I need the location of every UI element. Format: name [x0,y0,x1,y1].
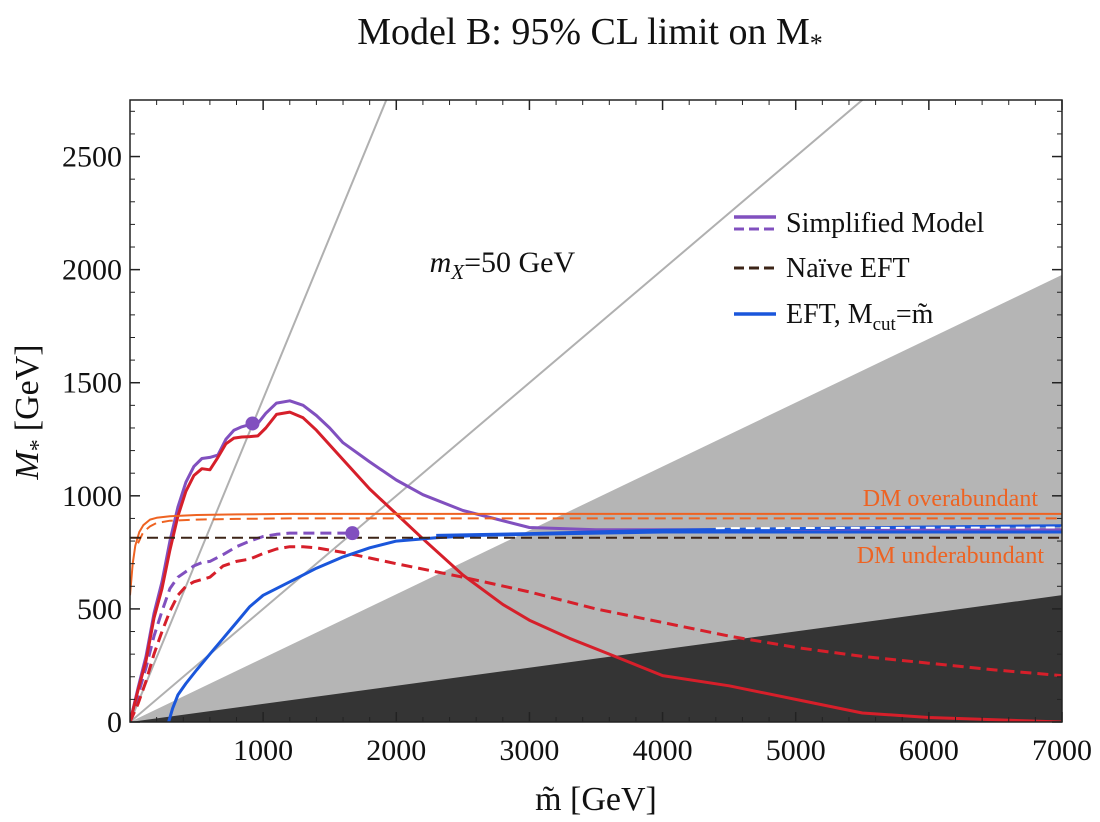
x-tick-label: 6000 [899,734,959,767]
x-tick-label: 4000 [633,734,693,767]
y-axis-ticks: 0 500 1000 1500 2000 2500 [62,110,1062,739]
y-tick-label: 0 [107,706,122,739]
y-axis-label-sub: * [26,439,52,451]
y-tick-label: 2000 [62,254,122,287]
chart-title-main: Model B: 95% CL limit on M [357,11,810,53]
legend-label-eft-prefix: EFT, M [786,299,873,330]
shaded-regions [130,274,1062,722]
legend-label-eft: EFT, Mcut=m̃ [786,299,934,335]
relic-orange-dashed [137,517,1062,544]
y-axis-label: M* [GeV] [9,344,52,480]
region-label-underabundant: DM underabundant [857,543,1045,569]
legend-label-eft-suffix: =m̃ [896,299,934,330]
x-tick-label: 7000 [1032,734,1092,767]
y-tick-label: 1500 [62,367,122,400]
y-axis-label-unit: [GeV] [9,344,46,431]
x-axis-ticks: 1000 2000 3000 4000 5000 6000 7000 [156,100,1092,767]
legend-label-naive: Naïve EFT [786,253,910,284]
simplified-model-dashed-purple [130,531,357,722]
series-lines [130,399,1062,722]
simplified-model-dashed-red [130,545,1062,722]
x-tick-label: 1000 [233,734,293,767]
y-tick-label: 1000 [62,480,122,513]
x-tick-label: 2000 [366,734,426,767]
light-gray-region [130,274,1062,722]
purple-solid-marker [245,416,260,431]
legend-label-simplified: Simplified Model [786,208,985,239]
eft-mcut-blue-upper [436,524,1062,537]
steep-guide-line [130,100,388,722]
mass-annotation: mX=50 GeV [430,246,576,284]
chart-title-sub: * [810,29,823,58]
y-axis-label-main: M [9,450,46,481]
relic-band-dashed-white [715,526,1062,530]
annotation-prefix: m [430,246,452,279]
y-tick-label: 2500 [62,141,122,174]
legend-label-eft-sub: cut [873,314,897,335]
purple-dashed-marker [345,526,360,541]
dark-gray-region [130,595,1062,722]
x-tick-label: 5000 [766,734,826,767]
relic-orange-solid [130,512,1062,596]
simplified-model-solid-purple [130,399,1062,722]
guide-lines [130,100,864,722]
x-axis-label: m̃ [GeV] [535,781,657,818]
markers [245,416,360,541]
annotation-suffix: =50 GeV [464,246,575,279]
x-tick-label: 3000 [499,734,559,767]
y-tick-label: 500 [77,593,122,626]
shallow-guide-line [130,100,864,722]
region-label-overabundant: DM overabundant [863,486,1039,512]
annotation-sub: X [450,260,465,284]
plot-frame [129,99,1063,723]
legend: Simplified Model Naïve EFT EFT, Mcut=m̃ [734,208,985,335]
chart-title: Model B: 95% CL limit on M* [357,11,823,58]
